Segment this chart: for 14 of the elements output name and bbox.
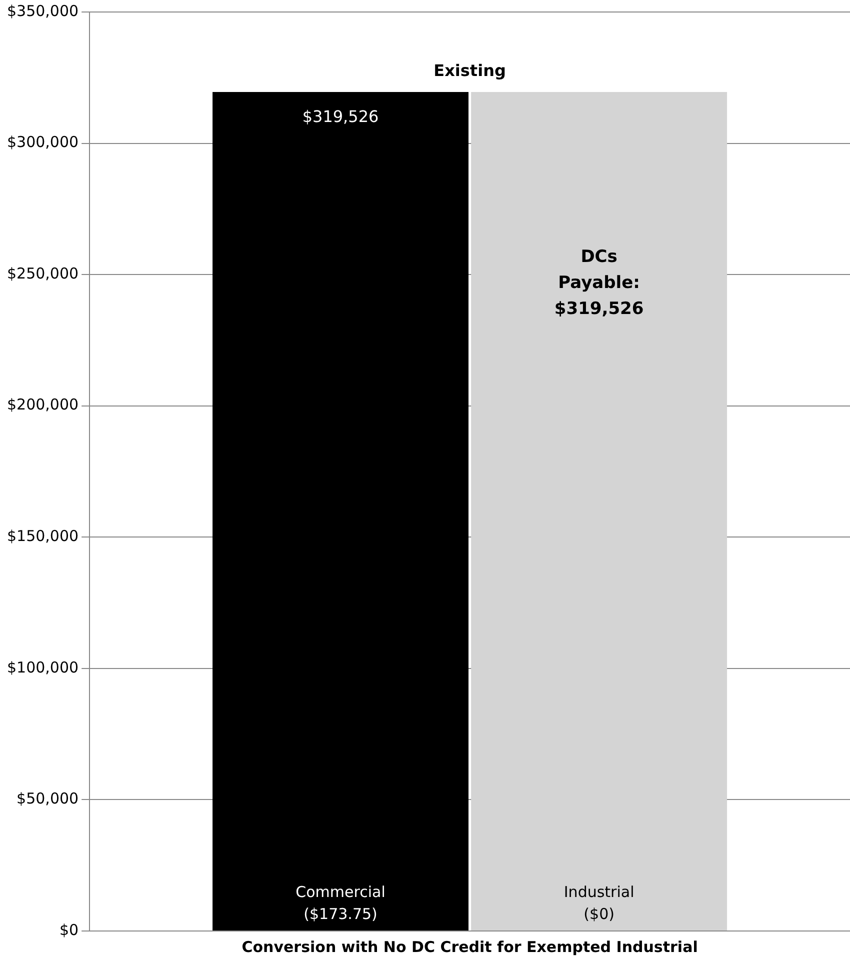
y-tick-label: $50,000 (16, 790, 79, 808)
y-tick-label: $300,000 (6, 133, 79, 152)
y-tick-label: $250,000 (6, 264, 79, 282)
y-tick-label: $200,000 (6, 396, 79, 414)
data-label: $319,526 (302, 107, 379, 126)
series-label: Industrial ($0) (564, 883, 634, 923)
data-label: DCs Payable: $319,526 (554, 247, 644, 320)
y-tick-label: $150,000 (6, 527, 79, 546)
y-tick-label: $0 (59, 920, 79, 939)
y-tick-label: $350,000 (6, 2, 79, 20)
x-tick-label: Conversion with No DC Credit for Exempted Industrial (242, 938, 698, 956)
series-label: Commercial ($173.75) (296, 883, 386, 923)
y-tick-label: $100,000 (6, 658, 79, 676)
annotation: Existing (434, 61, 506, 80)
